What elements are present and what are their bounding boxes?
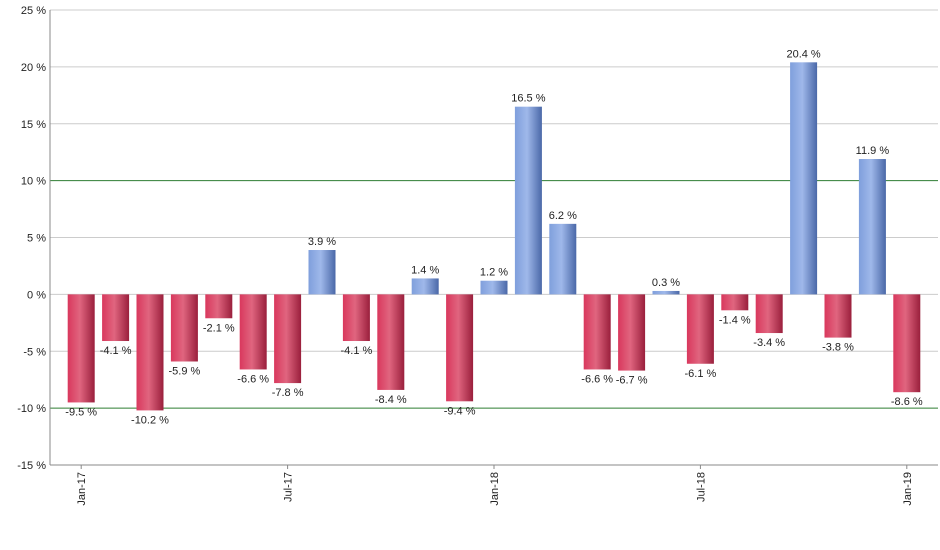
bar-mar-17 [136, 294, 164, 411]
data-label: 6.2 % [549, 210, 577, 222]
bar-dec-18 [858, 159, 886, 295]
bars [67, 62, 921, 411]
y-tick-label: 25 % [21, 5, 46, 17]
x-tick-label: Jan-19 [902, 472, 914, 506]
bar-mar-18 [549, 223, 577, 295]
bar-jan-17 [67, 294, 95, 403]
bar-may-17 [205, 294, 233, 319]
data-label: -9.5 % [65, 406, 97, 418]
data-label: -6.6 % [237, 373, 269, 385]
bar-aug-18 [721, 294, 749, 311]
axes: -15 % -10 % -5 % 0 % 5 % 10 % 15 % 20 % 25 % Jan-… [17, 5, 938, 506]
data-label: -4.1 % [341, 345, 373, 357]
data-label: 16.5 % [511, 93, 545, 105]
bar-jul-17 [274, 294, 302, 384]
bar-apr-17 [170, 294, 198, 362]
data-label: -6.7 % [616, 375, 648, 387]
data-label: -4.1 % [100, 345, 132, 357]
data-label: 1.2 % [480, 267, 508, 279]
data-label: -5.9 % [169, 365, 201, 377]
bar-jan-19 [893, 294, 921, 393]
data-label: 1.4 % [411, 264, 439, 276]
data-label: 11.9 % [856, 145, 890, 157]
bar-sep-17 [342, 294, 370, 342]
y-tick-label: -15 % [17, 460, 46, 472]
x-tick-label: Jan-17 [76, 472, 88, 506]
x-tick-label: Jul-18 [695, 472, 707, 502]
data-label: -8.6 % [891, 396, 923, 408]
data-label: -1.4 % [719, 314, 751, 326]
bar-dec-17 [446, 294, 474, 402]
data-label: -7.8 % [272, 387, 304, 399]
y-tick-label: 5 % [27, 233, 46, 245]
data-label: -6.6 % [581, 373, 613, 385]
bar-apr-18 [583, 294, 611, 370]
y-tick-label: 10 % [21, 176, 46, 188]
bar-oct-18 [790, 62, 818, 295]
bar-oct-17 [377, 294, 405, 390]
bar-feb-17 [102, 294, 130, 342]
bar-nov-18 [824, 294, 852, 338]
bar-jun-17 [239, 294, 267, 370]
y-tick-label: -5 % [23, 346, 46, 358]
data-label: 3.9 % [308, 236, 336, 248]
data-label: -2.1 % [203, 322, 235, 334]
data-label: 20.4 % [786, 48, 820, 60]
y-tick-label: 20 % [21, 62, 46, 74]
bar-may-18 [618, 294, 646, 371]
data-label: -10.2 % [131, 414, 169, 426]
y-tick-label: 0 % [27, 289, 46, 301]
y-tick-label: -10 % [17, 403, 46, 415]
y-tick-label: 15 % [21, 119, 46, 131]
data-labels: -9.5 %-4.1 %-10.2 %-5.9 %-2.1 %-6.6 %-7.… [65, 48, 923, 426]
data-label: -3.4 % [753, 337, 785, 349]
data-label: -3.8 % [822, 342, 854, 354]
bar-aug-17 [308, 250, 336, 295]
data-label: -8.4 % [375, 394, 407, 406]
grid-lines [50, 9, 938, 466]
bar-nov-17 [411, 278, 439, 295]
bar-jun-18 [652, 290, 680, 295]
data-label: -9.4 % [444, 405, 476, 417]
data-label: 0.3 % [652, 277, 680, 289]
bar-sep-18 [755, 294, 783, 334]
bar-jul-18 [686, 294, 714, 364]
data-label: -6.1 % [685, 368, 717, 380]
bar-jan-18 [480, 280, 508, 295]
x-tick-label: Jul-17 [283, 472, 295, 502]
bar-feb-18 [514, 106, 542, 295]
x-tick-label: Jan-18 [489, 472, 501, 506]
